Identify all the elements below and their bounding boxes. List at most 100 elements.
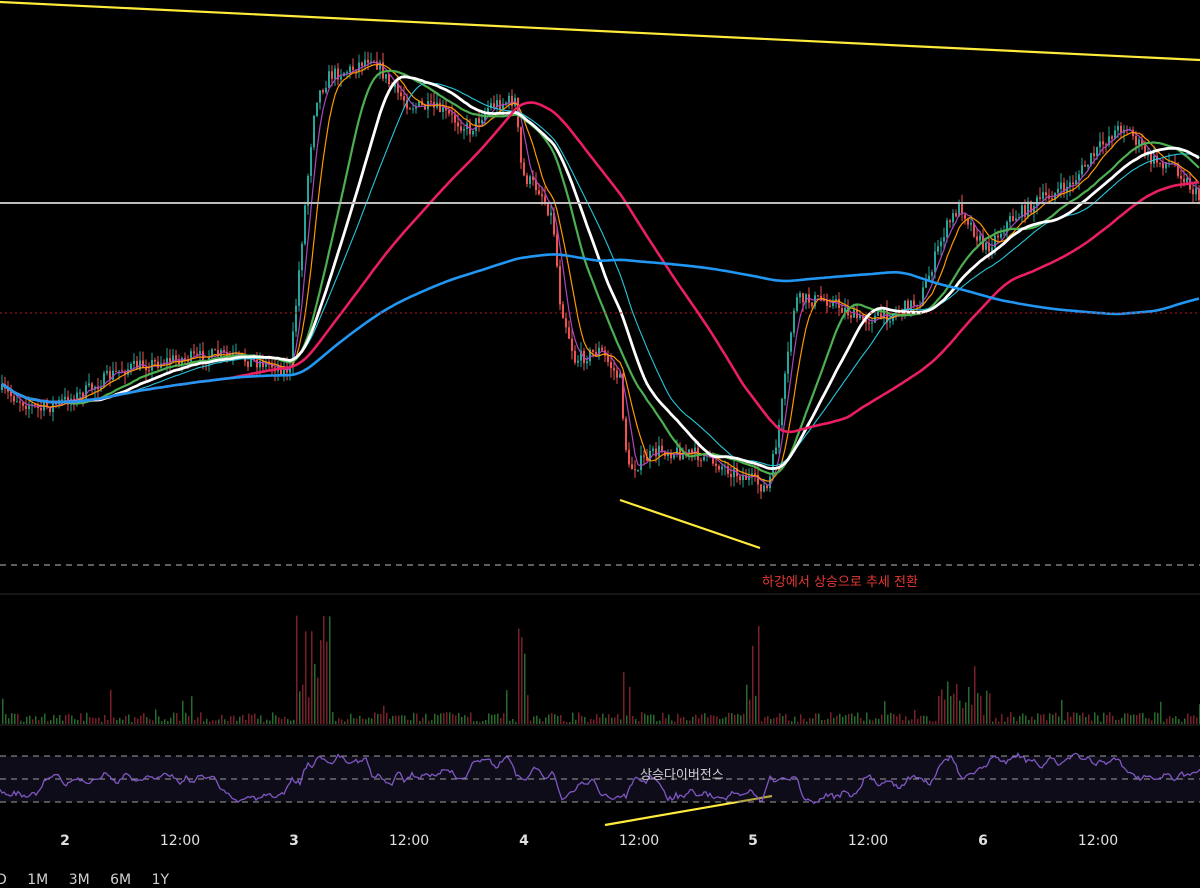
volume-bar <box>134 717 136 724</box>
candle-body <box>304 205 306 244</box>
candle-body <box>718 466 720 470</box>
volume-bar <box>1139 713 1141 724</box>
volume-bar <box>542 721 544 724</box>
volume-bar <box>287 719 289 724</box>
candle-body <box>7 388 9 392</box>
volume-bar <box>1025 715 1027 724</box>
volume-bar <box>635 718 637 724</box>
volume-bar <box>155 709 157 724</box>
candle-body <box>22 402 24 406</box>
candle-body <box>844 307 846 313</box>
candle-body <box>196 353 198 355</box>
candle-body <box>1084 165 1086 167</box>
candle-body <box>1096 147 1098 156</box>
volume-bar <box>224 719 226 724</box>
volume-bar <box>800 714 802 724</box>
volume-bar <box>302 684 304 724</box>
volume-bar <box>1028 719 1030 724</box>
candle-body <box>1036 197 1038 206</box>
volume-bar <box>896 716 898 724</box>
volume-bar <box>833 717 835 724</box>
volume-bar <box>752 645 754 724</box>
candle-body <box>952 213 954 223</box>
volume-bar <box>554 714 556 724</box>
candle-body <box>904 300 906 313</box>
timeframe-button[interactable]: 1Y <box>151 872 170 888</box>
volume-bar <box>557 715 559 724</box>
candle-body <box>1102 141 1104 145</box>
volume-bar <box>257 718 259 724</box>
candle-body <box>766 485 768 489</box>
candle-body <box>715 463 717 467</box>
volume-bar <box>941 689 943 724</box>
volume-bar <box>983 715 985 724</box>
timeframe-button[interactable]: 3M <box>68 872 90 888</box>
volume-bar <box>356 718 358 724</box>
timeframe-button[interactable]: 1M <box>27 872 49 888</box>
volume-bar <box>65 714 67 724</box>
volume-bar <box>1043 714 1045 724</box>
volume-bar <box>671 720 673 724</box>
volume-bar <box>1160 701 1162 724</box>
volume-bar <box>1115 719 1117 724</box>
volume-bar <box>278 717 280 724</box>
candle-body <box>1171 162 1173 164</box>
candle-body <box>1090 153 1092 165</box>
timeframe-button[interactable]: 6M <box>110 872 132 888</box>
volume-bar <box>596 714 598 724</box>
volume-bar <box>881 714 883 724</box>
volume-bar <box>50 719 52 724</box>
candle-body <box>805 294 807 303</box>
volume-bar <box>443 713 445 724</box>
volume-bar <box>269 720 271 724</box>
rsi-panel <box>0 751 1200 805</box>
candle-body <box>112 370 114 380</box>
candle-body <box>943 237 945 242</box>
volume-bar <box>1163 721 1165 724</box>
volume-bar <box>17 713 19 724</box>
volume-bar <box>380 713 382 724</box>
candle-body <box>1081 165 1083 175</box>
candle-body <box>199 351 201 354</box>
volume-bar <box>206 718 208 724</box>
candle-body <box>670 453 672 459</box>
volume-bar <box>1130 715 1132 724</box>
candle-body <box>1078 174 1080 181</box>
candle-body <box>781 398 783 426</box>
candle-body <box>733 468 735 478</box>
volume-bar <box>119 717 121 724</box>
timeframe-button[interactable]: D <box>0 872 7 888</box>
volume-bar <box>146 717 148 724</box>
volume-bar <box>887 714 889 724</box>
volume-bar <box>674 721 676 724</box>
volume-bar <box>326 641 328 724</box>
volume-bar <box>179 720 181 724</box>
candle-body <box>814 295 816 307</box>
volume-bar <box>1148 718 1150 724</box>
candle-body <box>16 401 18 403</box>
x-tick-label: 2 <box>60 833 70 849</box>
candle-body <box>571 338 573 351</box>
candle-body <box>1117 125 1119 131</box>
volume-bar <box>188 716 190 724</box>
candle-body <box>604 350 606 356</box>
volume-bar <box>722 718 724 724</box>
volume-bar <box>893 713 895 724</box>
volume-bar <box>770 719 772 724</box>
candle-body <box>922 287 924 306</box>
candle-body <box>379 62 381 70</box>
volume-bar <box>1064 720 1066 724</box>
volume-bar <box>1154 712 1156 724</box>
volume-bar <box>2 698 4 724</box>
volume-bar <box>410 720 412 724</box>
volume-bar <box>710 715 712 724</box>
divergence-annotation: 상승다이버전스 <box>640 768 724 783</box>
candle-body <box>1108 136 1110 145</box>
volume-bar <box>26 716 28 724</box>
volume-bar <box>578 712 580 724</box>
volume-bar <box>1091 720 1093 724</box>
volume-bar <box>365 719 367 724</box>
volume-bar <box>389 718 391 724</box>
volume-bar <box>1049 713 1051 724</box>
